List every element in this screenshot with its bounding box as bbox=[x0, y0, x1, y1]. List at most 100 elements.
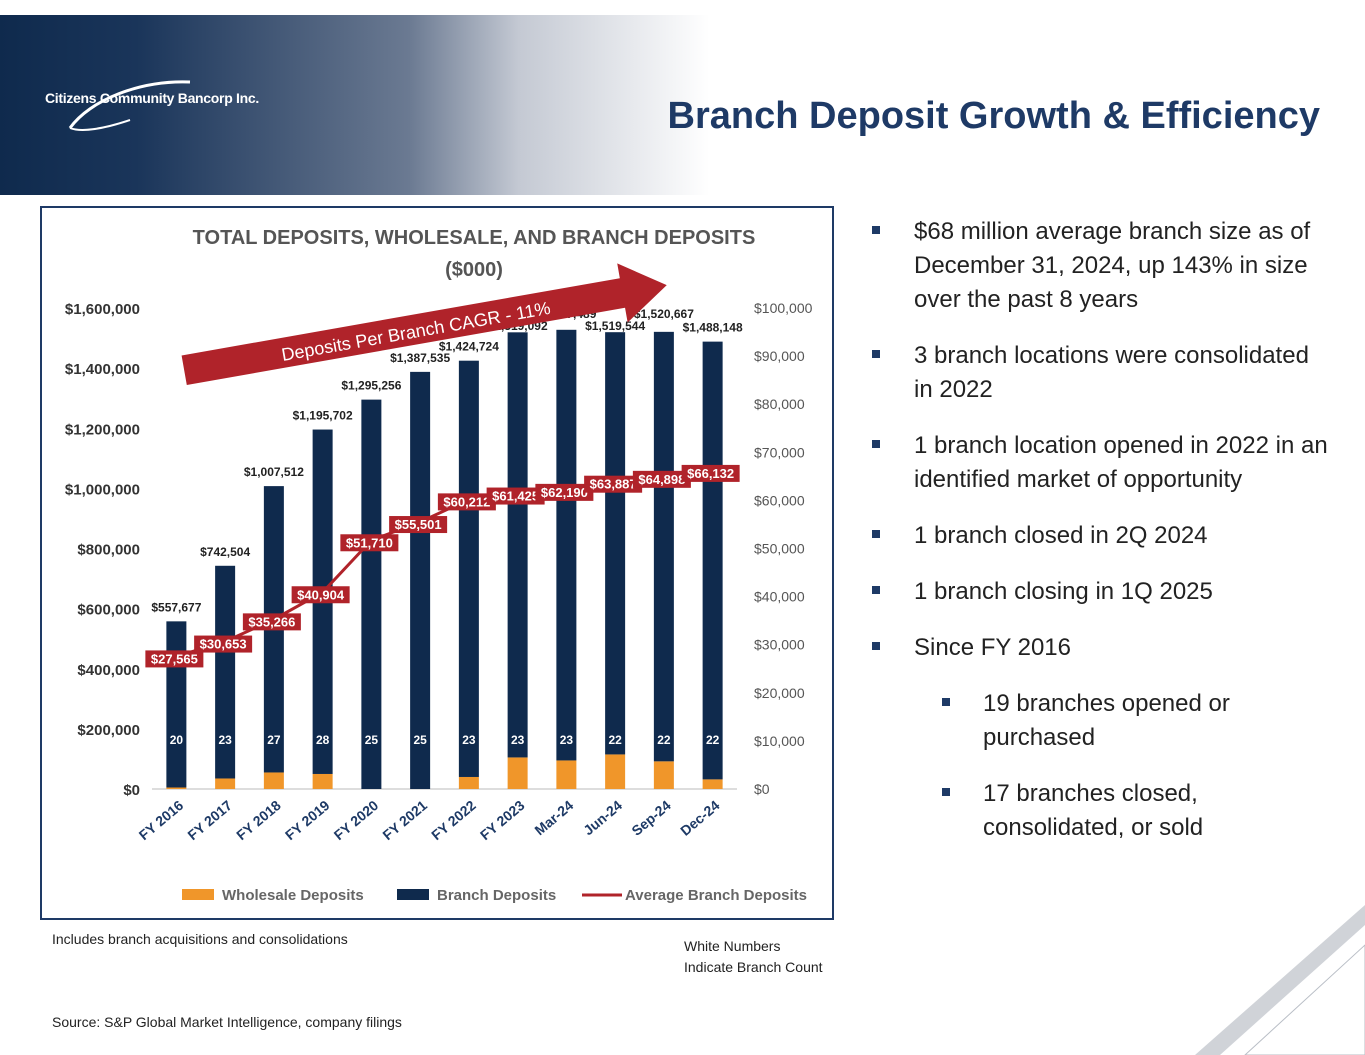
average-branch-label: $55,501 bbox=[395, 517, 442, 532]
branch-count-label: 22 bbox=[706, 733, 720, 747]
branch-count-label: 27 bbox=[267, 733, 281, 747]
branch-bar bbox=[702, 341, 723, 780]
branch-bar bbox=[556, 329, 577, 761]
deposits-chart: TOTAL DEPOSITS, WHOLESALE, AND BRANCH DE… bbox=[65, 227, 813, 904]
right-axis-tick-label: $60,000 bbox=[754, 492, 805, 508]
right-axis-tick-label: $40,000 bbox=[754, 589, 805, 605]
cagr-arrow-shape bbox=[181, 263, 667, 386]
white-numbers-note-line2: Indicate Branch Count bbox=[684, 959, 823, 975]
branch-bar bbox=[410, 371, 431, 789]
average-label-box bbox=[584, 475, 643, 493]
average-label-box bbox=[437, 493, 496, 511]
branch-bar bbox=[166, 621, 187, 788]
left-axis-tick-label: $200,000 bbox=[77, 722, 140, 739]
branch-bar bbox=[361, 399, 382, 789]
wholesale-bar bbox=[166, 787, 187, 789]
total-deposits-label: $1,424,724 bbox=[439, 340, 499, 354]
bullet-item: $68 million average branch size as of De… bbox=[872, 215, 1332, 317]
category-label: FY 2022 bbox=[428, 797, 479, 843]
wholesale-bar bbox=[312, 773, 333, 789]
branch-count-label: 23 bbox=[462, 733, 476, 747]
slide-title: Branch Deposit Growth & Efficiency bbox=[667, 95, 1320, 137]
category-label: Sep-24 bbox=[628, 797, 674, 839]
total-deposits-label: $1,519,544 bbox=[585, 319, 645, 333]
average-label-box bbox=[291, 586, 350, 604]
wholesale-bar bbox=[702, 779, 723, 789]
bullet-marker-icon bbox=[872, 530, 880, 538]
average-label-box bbox=[145, 650, 204, 668]
total-deposits-label: $1,488,148 bbox=[683, 321, 743, 335]
branch-count-label: 25 bbox=[413, 733, 427, 747]
legend-label-wholesale: Wholesale Deposits bbox=[222, 887, 364, 904]
total-deposits-label: $1,387,535 bbox=[390, 351, 450, 365]
average-label-box bbox=[681, 464, 740, 482]
left-axis-tick-label: $1,600,000 bbox=[65, 301, 140, 318]
average-branch-label: $60,212 bbox=[443, 494, 490, 509]
wholesale-bar bbox=[215, 778, 236, 789]
left-axis-tick-label: $1,200,000 bbox=[65, 421, 140, 438]
left-axis-tick-label: $800,000 bbox=[77, 542, 140, 559]
sub-bullet-item: 19 branches opened or purchased bbox=[872, 687, 1332, 755]
left-axis-tick-label: $0 bbox=[123, 782, 140, 799]
total-deposits-label: $742,504 bbox=[200, 545, 250, 559]
left-axis-tick-label: $1,400,000 bbox=[65, 361, 140, 378]
right-axis-tick-label: $20,000 bbox=[754, 685, 805, 701]
bullet-list: $68 million average branch size as of De… bbox=[872, 215, 1332, 867]
bullet-text: 1 branch closing in 1Q 2025 bbox=[914, 578, 1213, 605]
branch-count-label: 23 bbox=[560, 733, 574, 747]
average-label-box bbox=[340, 534, 399, 552]
branch-count-label: 28 bbox=[316, 733, 330, 747]
bullet-item: 3 branch locations were consolidated in … bbox=[872, 339, 1332, 407]
bullet-marker-icon bbox=[942, 698, 950, 706]
bullet-marker-icon bbox=[872, 586, 880, 594]
average-branch-label: $62,190 bbox=[541, 485, 588, 500]
average-branch-label: $63,887 bbox=[590, 477, 637, 492]
legend-swatch-branch bbox=[397, 889, 429, 900]
branch-bar bbox=[653, 331, 674, 762]
company-logo: Citizens Community Bancorp Inc. bbox=[45, 90, 259, 106]
left-axis-tick-label: $600,000 bbox=[77, 602, 140, 619]
category-label: Mar-24 bbox=[531, 797, 576, 838]
bullet-marker-icon bbox=[872, 350, 880, 358]
category-label: FY 2016 bbox=[136, 797, 187, 843]
bullet-text: 1 branch location opened in 2022 in an i… bbox=[914, 432, 1328, 493]
wholesale-bar bbox=[263, 772, 284, 789]
category-label: FY 2019 bbox=[282, 797, 333, 843]
average-branch-label: $51,710 bbox=[346, 535, 393, 550]
total-deposits-label: $1,295,256 bbox=[341, 379, 401, 393]
average-label-box bbox=[535, 483, 594, 501]
branch-count-label: 20 bbox=[170, 733, 184, 747]
bullet-marker-icon bbox=[872, 226, 880, 234]
chart-panel: TOTAL DEPOSITS, WHOLESALE, AND BRANCH DE… bbox=[40, 206, 834, 920]
bullet-text: 17 branches closed, consolidated, or sol… bbox=[983, 780, 1204, 841]
wholesale-bar bbox=[458, 776, 479, 789]
total-deposits-label: $1,195,702 bbox=[293, 409, 353, 423]
bullet-text: 3 branch locations were consolidated in … bbox=[914, 342, 1309, 403]
bullet-item: 1 branch closed in 2Q 2024 bbox=[872, 519, 1332, 553]
bullet-item: 1 branch closing in 1Q 2025 bbox=[872, 575, 1332, 609]
average-branch-label: $35,266 bbox=[248, 614, 295, 629]
average-branch-label: $40,904 bbox=[297, 587, 345, 602]
corner-decoration-icon bbox=[1195, 905, 1365, 1055]
header-band bbox=[0, 15, 1365, 195]
bullet-marker-icon bbox=[942, 788, 950, 796]
total-deposits-label: $557,677 bbox=[151, 600, 201, 614]
chart-title: TOTAL DEPOSITS, WHOLESALE, AND BRANCH DE… bbox=[193, 227, 756, 249]
branch-count-label: 23 bbox=[218, 733, 232, 747]
category-label: Jun-24 bbox=[580, 797, 625, 838]
bullet-marker-icon bbox=[872, 440, 880, 448]
wholesale-bar bbox=[653, 761, 674, 789]
wholesale-bar bbox=[556, 760, 577, 789]
right-axis-tick-label: $70,000 bbox=[754, 444, 805, 460]
branch-bar bbox=[507, 332, 528, 758]
average-branch-label: $61,425 bbox=[492, 489, 539, 504]
right-axis-tick-label: $90,000 bbox=[754, 348, 805, 364]
total-deposits-label: $1,007,512 bbox=[244, 465, 304, 479]
source-note: Source: S&P Global Market Intelligence, … bbox=[52, 1014, 402, 1030]
bullet-text: Since FY 2016 bbox=[914, 634, 1071, 661]
branch-count-label: 22 bbox=[608, 733, 622, 747]
bullet-marker-icon bbox=[872, 642, 880, 650]
bullet-text: $68 million average branch size as of De… bbox=[914, 218, 1311, 313]
branch-bar bbox=[605, 332, 626, 755]
right-axis-tick-label: $30,000 bbox=[754, 637, 805, 653]
